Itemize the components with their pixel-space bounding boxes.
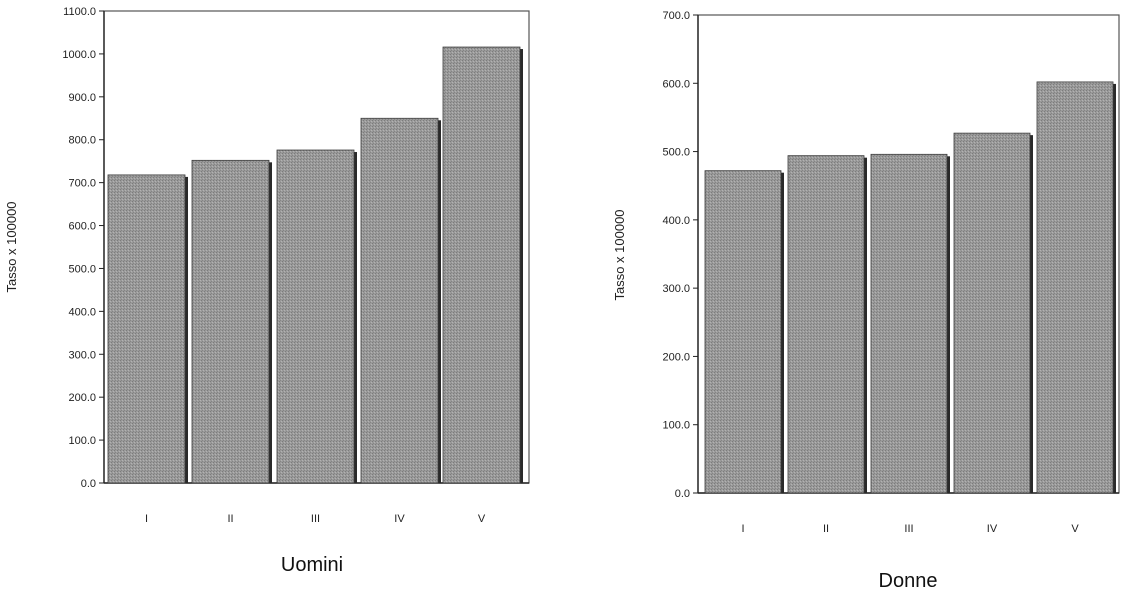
y-ticks: 0.0 100.0 200.0 300.0 400.0 500.0 600.0 700.0 80…: [62, 6, 104, 490]
y-tick-label: 0.0: [675, 488, 690, 500]
x-tick-label: IV: [987, 523, 998, 535]
y-tick-label: 100.0: [68, 435, 96, 447]
bar-IV: [360, 117, 439, 484]
x-tick-label: V: [478, 513, 486, 525]
y-axis-label: Tasso x 100000: [612, 209, 627, 300]
x-tick-label: II: [227, 513, 233, 525]
y-tick-label: 500.0: [68, 263, 96, 275]
x-tick-label: V: [1071, 523, 1079, 535]
chart-title: Uomini: [281, 554, 343, 576]
bar-I: [704, 170, 782, 494]
x-tick-label: IV: [394, 513, 405, 525]
chart-title: Donne: [879, 570, 938, 592]
bar-I: [107, 174, 186, 484]
bar-II: [787, 155, 865, 494]
y-tick-label: 300.0: [68, 349, 96, 361]
bar-V: [1036, 81, 1114, 494]
y-tick-label: 400.0: [662, 215, 690, 227]
y-tick-label: 300.0: [662, 283, 690, 295]
y-tick-label: 500.0: [662, 147, 690, 159]
bars: [107, 46, 523, 484]
y-tick-label: 400.0: [68, 306, 96, 318]
x-tick-label: III: [904, 523, 913, 535]
y-tick-label: 200.0: [662, 351, 690, 363]
bar-V: [442, 46, 521, 484]
y-tick-label: 1000.0: [62, 49, 96, 61]
x-tick-label: II: [823, 523, 829, 535]
x-tick-label: I: [741, 523, 744, 535]
y-tick-label: 800.0: [68, 135, 96, 147]
y-tick-label: 700.0: [662, 10, 690, 22]
bars: [704, 81, 1116, 494]
bar-III: [870, 153, 948, 494]
y-tick-label: 700.0: [68, 178, 96, 190]
bar-II: [191, 159, 270, 484]
y-ticks: 0.0 100.0 200.0 300.0 400.0 500.0 600.0 700.0: [662, 10, 698, 500]
x-ticks: I II III IV V: [145, 513, 486, 525]
y-tick-label: 600.0: [662, 78, 690, 90]
x-tick-label: III: [311, 513, 320, 525]
y-tick-label: 900.0: [68, 92, 96, 104]
x-tick-label: I: [145, 513, 148, 525]
bar-III: [276, 149, 355, 484]
y-tick-label: 0.0: [81, 478, 96, 490]
y-tick-label: 1100.0: [63, 6, 96, 18]
chart-donne: 0.0 100.0 200.0 300.0 400.0 500.0 600.0 700.0 I…: [612, 10, 1120, 592]
y-tick-label: 100.0: [662, 420, 690, 432]
y-tick-label: 600.0: [68, 221, 96, 233]
chart-uomini: 0.0 100.0 200.0 300.0 400.0 500.0 600.0 700.0 80…: [4, 6, 530, 576]
x-ticks: I II III IV V: [741, 523, 1079, 535]
y-axis-label: Tasso x 100000: [4, 201, 19, 292]
y-tick-label: 200.0: [68, 392, 96, 404]
bar-IV: [953, 132, 1031, 494]
